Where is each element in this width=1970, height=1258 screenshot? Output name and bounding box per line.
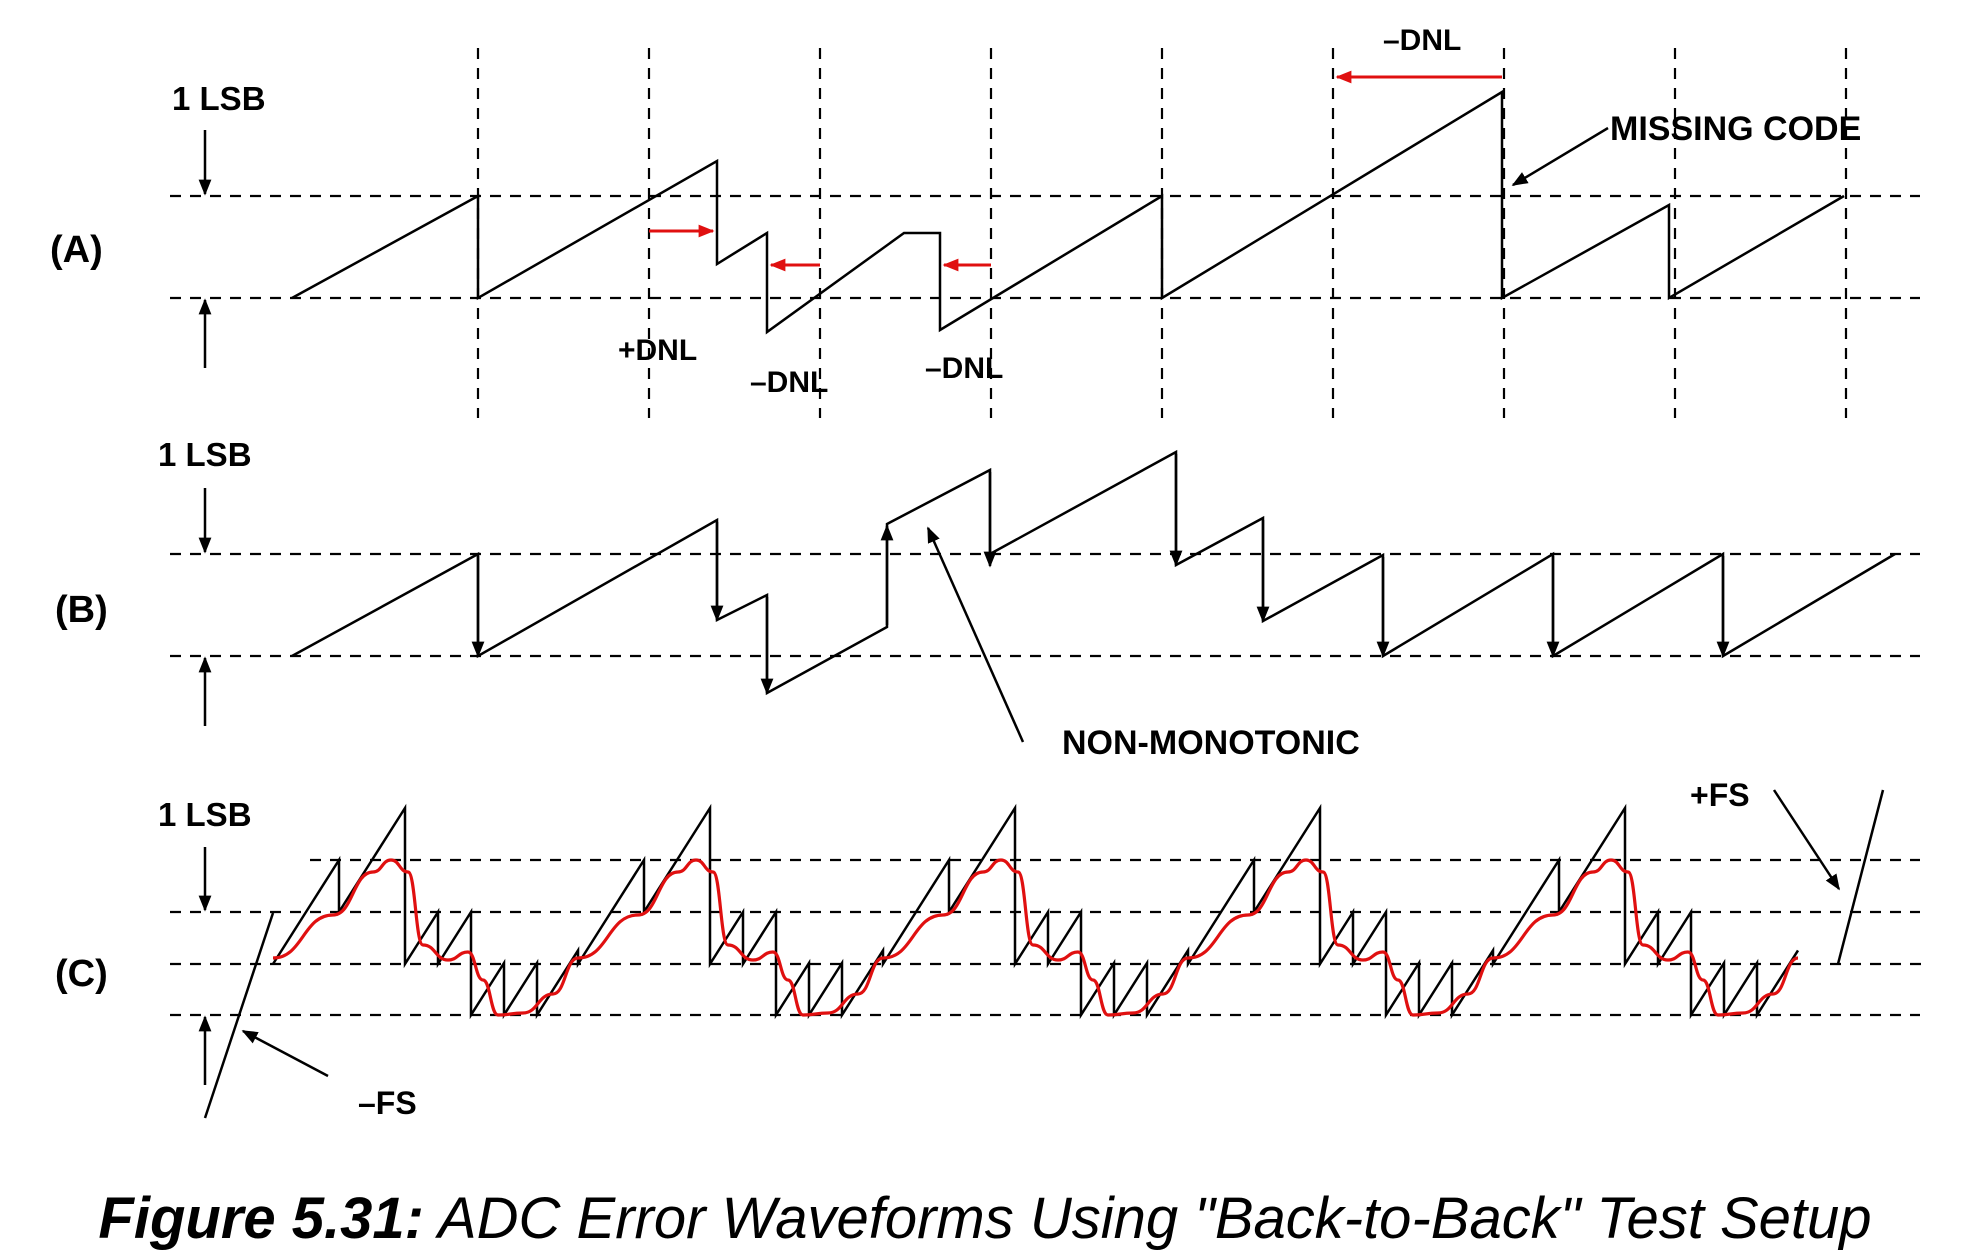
caption-prefix: Figure 5.31: [98,1186,424,1251]
missing-code-label: MISSING CODE [1610,110,1861,148]
panel-b-label: (B) [55,589,108,631]
panel-c-label: (C) [55,953,108,995]
non-monotonic-label: NON-MONOTONIC [1062,724,1360,762]
minus-dnl-label-2: –DNL [925,352,1003,385]
panel-b-transition-arrows [471,454,1730,695]
plus-fs-ramp [1836,789,1885,965]
plus-fs-pointer [1772,789,1841,891]
plus-dnl-label: +DNL [618,334,697,367]
panel-a: (A) 1 LSB +DNL –DNL –DNL –DNL MISSING CO… [50,24,1920,418]
panel-c: (C) 1 LSB +FS –FS [55,777,1930,1121]
missing-code-pointer [1511,126,1609,187]
minus-dnl-label-top: –DNL [1383,24,1461,57]
panel-c-sawtooth [271,803,1800,1020]
caption-text: ADC Error Waveforms Using "Back-to-Back"… [424,1186,1872,1251]
plus-fs-label: +FS [1690,777,1750,813]
panel-b-lsb-label: 1 LSB [158,436,252,473]
panel-a-waveform [291,89,1845,335]
panel-c-sawtooth-path [271,803,1800,1020]
minus-fs-ramp [203,912,275,1119]
non-monotonic-pointer [926,526,1025,743]
panel-b: (B) 1 LSB NON-MONOTONIC [55,436,1920,762]
figure-caption: Figure 5.31: ADC Error Waveforms Using "… [98,1186,1871,1251]
panel-c-error-curve [272,858,1799,1017]
panel-a-lsb-label: 1 LSB [172,80,266,117]
minus-fs-label: –FS [358,1085,417,1121]
minus-fs-pointer [241,1029,329,1078]
panel-c-lsb-label: 1 LSB [158,796,252,833]
panel-a-label: (A) [50,229,103,271]
minus-dnl-label-1: –DNL [750,366,828,399]
